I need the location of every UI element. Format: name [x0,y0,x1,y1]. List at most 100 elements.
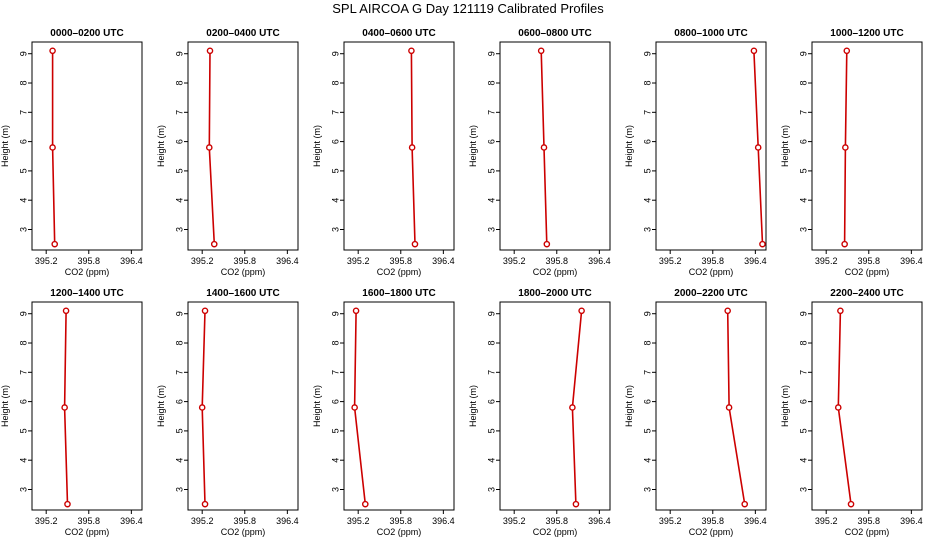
y-tick-label: 5 [330,428,340,433]
y-tick-label: 9 [330,311,340,316]
y-tick-label: 7 [18,370,28,375]
data-point [64,500,71,508]
y-axis-label: Height (m) [780,125,790,167]
y-tick-label: 9 [330,51,340,56]
x-axis-label: CO2 (ppm) [533,527,578,537]
y-tick-label: 8 [798,81,808,86]
x-axis-label: CO2 (ppm) [65,527,110,537]
panel-3: 0600–0800 UTC 395.2 395.8 396.4 3 4 5 6 7 8 9 CO2 (… [468,28,611,277]
panel-title: 2000–2200 UTC [674,288,747,299]
y-tick-label: 9 [486,311,496,316]
data-point [569,404,576,411]
y-tick-label: 9 [18,51,28,56]
y-tick-label: 9 [486,51,496,56]
y-tick-label: 8 [330,341,340,346]
x-tick-label: 396.4 [120,516,143,526]
x-tick-label: 395.8 [78,256,101,266]
y-tick-label: 6 [486,399,496,404]
x-tick-label: 396.4 [588,516,611,526]
data-point [61,404,68,411]
y-tick-label: 5 [642,428,652,433]
panel-title: 0600–0800 UTC [518,28,591,39]
y-axis-label: Height (m) [156,385,166,427]
y-tick-label: 6 [798,139,808,144]
x-tick-label: 396.4 [900,516,923,526]
y-tick-label: 7 [330,110,340,115]
y-tick-label: 5 [486,428,496,433]
data-point [834,404,842,411]
y-tick-label: 6 [174,139,184,144]
x-axis-label: CO2 (ppm) [689,527,734,537]
x-axis-label: CO2 (ppm) [377,527,422,537]
y-tick-label: 7 [18,110,28,115]
data-point [198,404,206,411]
x-axis-label: CO2 (ppm) [845,527,890,537]
x-axis-label: CO2 (ppm) [221,267,266,277]
x-tick-label: 395.8 [702,516,725,526]
y-tick-label: 5 [174,168,184,173]
y-tick-label: 4 [642,458,652,463]
y-tick-label: 3 [642,227,652,232]
data-point [408,47,415,55]
y-tick-label: 7 [174,110,184,115]
x-tick-label: 396.4 [744,516,767,526]
y-axis-label: Height (m) [624,125,634,167]
data-point [49,144,56,151]
y-tick-label: 5 [798,428,808,433]
y-tick-label: 4 [798,458,808,463]
x-tick-label: 395.2 [503,256,526,266]
x-tick-label: 395.8 [546,256,569,266]
data-point [537,47,545,55]
x-tick-label: 396.4 [432,516,455,526]
y-tick-label: 5 [18,168,28,173]
data-point [759,240,766,248]
x-tick-label: 396.4 [276,256,299,266]
x-tick-label: 395.2 [347,516,370,526]
y-tick-label: 4 [798,198,808,203]
plot-frame [655,301,767,511]
panel-title: 0400–0600 UTC [362,28,435,39]
y-tick-label: 8 [642,341,652,346]
data-point [578,307,585,315]
y-axis-label: Height (m) [312,125,322,167]
y-tick-label: 6 [330,139,340,144]
plot-frame [655,41,767,251]
y-tick-label: 6 [18,139,28,144]
panel-2: 0400–0600 UTC 395.2 395.8 396.4 3 4 5 6 7 8 9 CO2 (… [312,28,455,277]
panel-title: 0800–1000 UTC [674,28,747,39]
data-point [62,307,70,315]
panel-7: 1400–1600 UTC 395.2 395.8 396.4 3 4 5 6 7 8 9 CO2 (… [156,288,299,537]
plot-frame [811,41,923,251]
x-axis-label: CO2 (ppm) [689,267,734,277]
y-tick-label: 8 [330,81,340,86]
y-axis-label: Height (m) [468,125,478,167]
y-tick-label: 7 [642,110,652,115]
data-point [543,240,551,248]
panel-9: 1800–2000 UTC 395.2 395.8 396.4 3 4 5 6 7 8 9 CO2 (… [468,288,611,537]
data-point [847,500,855,508]
y-tick-label: 3 [18,227,28,232]
y-tick-label: 6 [330,399,340,404]
plot-frame [31,41,143,251]
data-point [842,144,849,151]
panel-1: 0200–0400 UTC 395.2 395.8 396.4 3 4 5 6 7 8 9 CO2 (… [156,28,299,277]
y-tick-label: 4 [174,198,184,203]
x-tick-label: 395.2 [35,516,58,526]
panel-0: 0000–0200 UTC 395.2 395.8 396.4 3 4 5 6 7 8 9 CO2 (… [0,28,143,277]
y-tick-label: 6 [798,399,808,404]
y-tick-label: 5 [798,168,808,173]
plot-frame [343,301,455,511]
data-point [361,500,369,508]
data-point [205,144,213,151]
y-tick-label: 6 [18,399,28,404]
y-tick-label: 8 [174,341,184,346]
y-tick-label: 4 [486,458,496,463]
plot-frame [499,301,611,511]
y-tick-label: 3 [174,487,184,492]
x-tick-label: 395.8 [390,516,413,526]
panel-title: 1800–2000 UTC [518,288,591,299]
y-axis-label: Height (m) [0,385,10,427]
panel-10: 2000–2200 UTC 395.2 395.8 396.4 3 4 5 6 7 8 9 CO2 (… [624,288,767,537]
x-tick-label: 395.2 [659,256,682,266]
